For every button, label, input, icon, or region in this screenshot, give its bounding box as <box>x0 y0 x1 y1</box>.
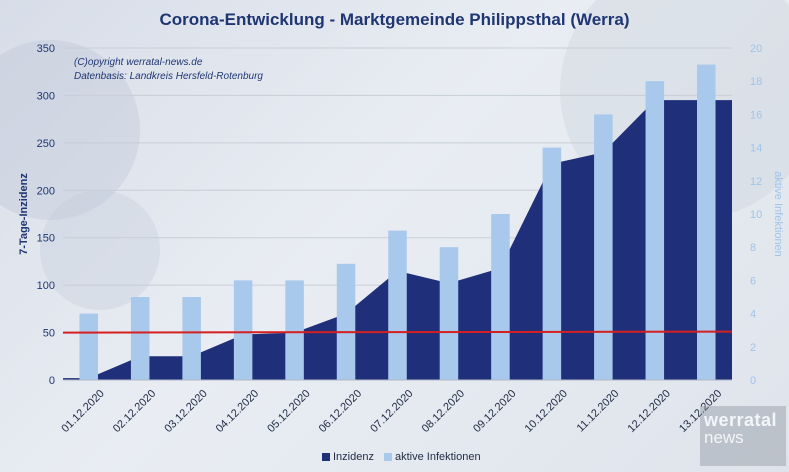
x-tick-label: 02.12.2020 <box>111 388 158 435</box>
bar-aktive-infektionen <box>697 64 716 380</box>
bar-aktive-infektionen <box>130 297 150 380</box>
legend-item-infektionen: aktive Infektionen <box>383 451 481 463</box>
x-tick-label: 12.12.2020 <box>626 388 673 435</box>
data-source-text: Datenbasis: Landkreis Hersfeld-Rotenburg <box>74 71 263 82</box>
y-right-tick-label: 4 <box>750 309 756 321</box>
y-right-tick-label: 16 <box>750 109 762 121</box>
x-tick-label: 09.12.2020 <box>471 388 518 435</box>
bar-aktive-infektionen <box>388 230 407 380</box>
y-left-axis-title: 7-Tage-Inzidenz <box>18 173 30 255</box>
chart-credits: (C)opyright werratal-news.de Datenbasis:… <box>74 56 263 84</box>
y-right-tick-label: 12 <box>750 176 762 188</box>
legend-label-inzidenz: Inzidenz <box>333 451 374 463</box>
logo-line-1: werratal <box>704 410 778 430</box>
legend-label-infektionen: aktive Infektionen <box>394 451 481 463</box>
x-tick-label: 07.12.2020 <box>368 388 415 435</box>
bar-aktive-infektionen <box>182 297 201 380</box>
x-tick-label: 04.12.2020 <box>214 388 261 435</box>
copyright-text: (C)opyright werratal-news.de <box>74 57 203 68</box>
x-tick-label: 05.12.2020 <box>265 388 312 435</box>
y-left-tick-label: 350 <box>37 43 55 55</box>
y-right-tick-label: 14 <box>750 143 762 155</box>
legend-swatch-inzidenz <box>322 453 330 461</box>
bar-aktive-infektionen <box>594 114 613 381</box>
bar-aktive-infektionen <box>79 313 98 380</box>
x-tick-label: 08.12.2020 <box>420 388 467 435</box>
x-tick-label: 10.12.2020 <box>523 388 570 435</box>
y-right-tick-label: 2 <box>750 342 756 354</box>
y-right-tick-label: 10 <box>750 209 762 221</box>
bar-aktive-infektionen <box>285 280 304 380</box>
y-right-tick-label: 0 <box>750 375 756 387</box>
bar-aktive-infektionen <box>645 81 665 380</box>
x-tick-label: 03.12.2020 <box>162 388 209 435</box>
legend-swatch-infektionen <box>383 453 392 461</box>
area-series-inzidenz <box>63 100 732 381</box>
y-left-tick-label: 100 <box>37 280 55 292</box>
y-left-tick-label: 250 <box>37 138 55 150</box>
y-right-tick-label: 20 <box>750 43 762 55</box>
x-tick-label: 11.12.2020 <box>575 388 622 435</box>
y-left-tick-label: 200 <box>37 185 55 197</box>
y-right-tick-label: 18 <box>750 76 762 88</box>
y-left-tick-label: 300 <box>37 90 55 102</box>
y-left-tick-label: 150 <box>37 233 55 245</box>
y-left-tick-label: 0 <box>49 375 55 387</box>
bar-aktive-infektionen <box>233 280 253 380</box>
background-virus-blob <box>40 190 160 310</box>
threshold-line <box>62 330 733 334</box>
chart-legend: Inzidenz aktive Infektionen <box>322 451 481 463</box>
x-tick-label: 06.12.2020 <box>317 388 364 435</box>
werratal-news-logo: werratal news <box>700 406 786 466</box>
logo-line-2: news <box>704 428 744 447</box>
y-right-tick-label: 6 <box>750 275 756 287</box>
bar-aktive-infektionen <box>439 247 459 380</box>
bar-aktive-infektionen <box>491 214 510 380</box>
x-tick-label: 01.12.2020 <box>59 388 106 435</box>
bar-aktive-infektionen <box>542 147 562 380</box>
y-right-axis-title: aktive Infektionen <box>772 171 784 257</box>
chart-title: Corona-Entwicklung - Marktgemeinde Phili… <box>159 10 630 29</box>
bar-aktive-infektionen <box>336 263 356 380</box>
y-left-tick-label: 50 <box>43 328 55 340</box>
legend-item-inzidenz: Inzidenz <box>322 451 374 463</box>
y-right-tick-label: 8 <box>750 242 756 254</box>
